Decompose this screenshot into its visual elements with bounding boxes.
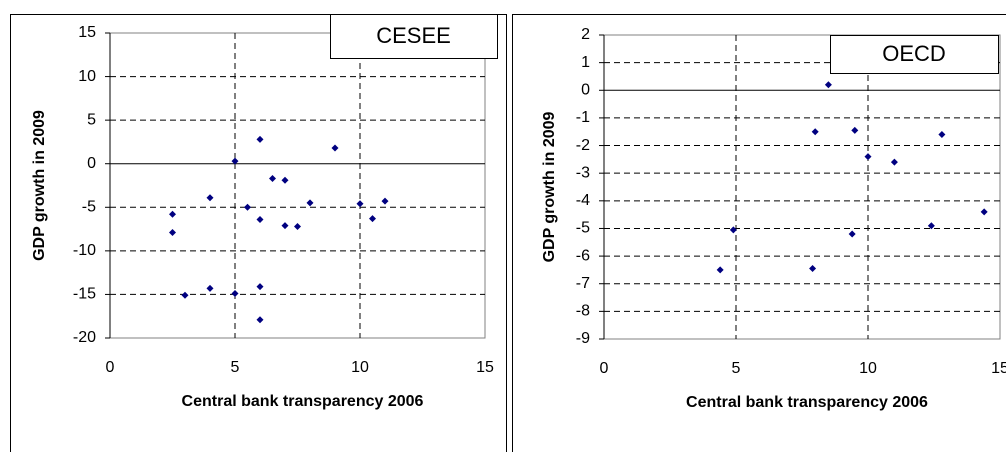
x-tick-label: 0 — [106, 359, 115, 376]
y-tick-label: -10 — [73, 242, 96, 259]
data-point — [206, 194, 214, 202]
data-point — [851, 126, 859, 134]
y-tick-label: -7 — [576, 275, 590, 292]
x-axis-title: Central bank transparency 2006 — [182, 393, 424, 410]
y-tick-label: -1 — [576, 109, 590, 126]
y-tick-label: -4 — [576, 192, 590, 209]
y-tick-label: -20 — [73, 329, 96, 346]
legend-label: OECD — [882, 41, 946, 66]
x-axis-title: Central bank transparency 2006 — [686, 394, 928, 411]
y-tick-label: -9 — [576, 330, 590, 347]
data-point — [864, 153, 872, 161]
data-point — [927, 222, 935, 230]
legend-box — [330, 14, 498, 59]
data-point — [331, 144, 339, 152]
data-point — [369, 215, 376, 223]
y-axis-title: GDP growth in 2009 — [541, 111, 558, 262]
data-point — [256, 283, 264, 291]
y-tick-label: -5 — [82, 199, 96, 216]
data-point — [729, 226, 737, 234]
data-point — [811, 128, 819, 136]
data-point — [244, 203, 251, 211]
panel-border — [10, 14, 507, 452]
y-tick-label: 5 — [87, 111, 96, 128]
y-tick-label: -15 — [73, 286, 96, 303]
data-point — [356, 200, 364, 208]
data-point — [716, 266, 724, 274]
data-point — [231, 157, 239, 165]
data-point — [306, 199, 314, 207]
panel-border — [512, 14, 1006, 452]
y-tick-label: -6 — [576, 247, 590, 264]
x-tick-label: 10 — [859, 360, 877, 377]
data-point — [809, 265, 817, 273]
data-point — [231, 290, 239, 298]
data-point — [256, 135, 264, 143]
data-point — [848, 230, 856, 238]
data-point — [269, 175, 276, 183]
y-tick-label: 2 — [581, 26, 590, 43]
data-point — [256, 316, 264, 324]
y-tick-label: -3 — [576, 164, 590, 181]
x-tick-label: 0 — [600, 360, 609, 377]
plot-area — [109, 32, 486, 339]
x-tick-label: 15 — [991, 360, 1006, 377]
y-tick-label: -8 — [576, 303, 590, 320]
x-tick-label: 5 — [732, 360, 741, 377]
data-point — [281, 222, 289, 230]
data-point — [206, 284, 214, 292]
plot-area — [603, 34, 1001, 340]
y-tick-label: -2 — [576, 137, 590, 154]
data-point — [980, 208, 988, 216]
data-point — [181, 291, 189, 299]
y-tick-label: 1 — [581, 54, 590, 71]
data-point — [294, 222, 301, 230]
data-point — [381, 197, 389, 205]
data-point — [824, 81, 832, 89]
legend-box — [830, 35, 999, 74]
y-tick-label: -5 — [576, 220, 590, 237]
data-point — [256, 215, 264, 223]
data-point — [938, 130, 946, 138]
y-tick-label: 15 — [78, 24, 96, 41]
data-point — [169, 210, 176, 218]
y-tick-label: 10 — [78, 68, 96, 85]
x-tick-label: 15 — [476, 359, 494, 376]
data-point — [281, 176, 289, 184]
y-tick-label: 0 — [87, 155, 96, 172]
legend-label: CESEE — [376, 23, 451, 48]
data-point — [890, 158, 898, 166]
x-tick-label: 10 — [351, 359, 369, 376]
y-axis-title: GDP growth in 2009 — [31, 110, 48, 261]
data-point — [169, 229, 176, 237]
y-tick-label: 0 — [581, 81, 590, 98]
x-tick-label: 5 — [231, 359, 240, 376]
